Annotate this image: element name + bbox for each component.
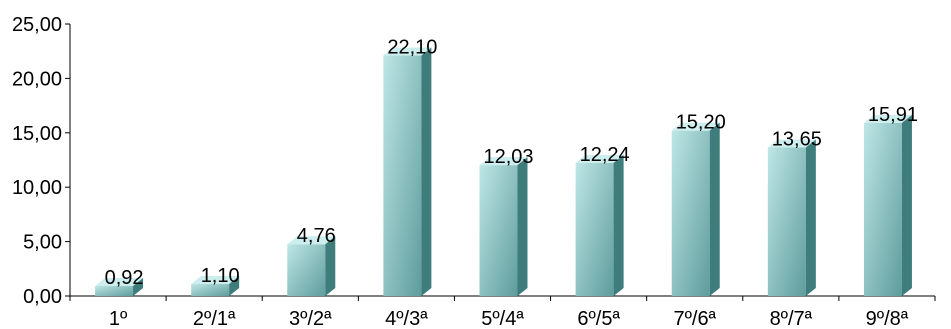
data-label: 13,65 [772,128,822,150]
bar [767,139,816,296]
bar-side [901,114,912,296]
bar-top [863,114,912,123]
bar [95,277,144,296]
bar-top [95,277,144,286]
bar-front [191,284,230,296]
bar-top [575,154,624,163]
bar [287,236,336,296]
y-tick-label: 15,00 [12,123,62,145]
x-tick-label: 1º [109,308,128,329]
bar-front [95,285,134,296]
bar-front [479,165,518,296]
x-tick-label: 7º/6ª [673,308,716,329]
bar-front [575,162,614,296]
bar-side [517,157,528,296]
bar [671,122,720,297]
data-label: 1,10 [201,265,240,287]
x-tick-label: 2º/1ª [193,308,236,329]
bar-top [479,157,528,166]
bar-side [229,276,240,296]
x-tick-label: 5º/4ª [481,308,524,329]
data-label: 12,24 [580,144,630,166]
bar [863,114,912,296]
bar [191,276,240,296]
bar-top [767,139,816,148]
data-label: 12,03 [483,146,533,168]
bar-top [671,122,720,131]
data-label: 15,91 [868,104,918,126]
x-tick-label: 4º/3ª [385,308,428,329]
y-tick-label: 20,00 [12,68,62,90]
data-label: 15,20 [676,112,726,134]
bar [479,157,528,296]
bar-top [287,236,336,245]
bar-side [133,277,144,296]
y-axis-ticks: 0,00 5,00 10,00 15,00 20,00 25,00 [12,14,70,308]
bar-front [383,55,422,296]
bar [383,47,432,296]
bar-front [767,147,806,296]
bar-side [613,154,624,296]
x-tick-label: 3º/2ª [289,308,332,329]
bar-side [709,122,720,297]
x-tick-label: 6º/5ª [577,308,620,329]
data-label: 0,92 [105,267,144,289]
bar-front [287,244,326,296]
data-label: 4,76 [297,225,336,247]
bar-top [383,47,432,56]
x-tick-label: 8º/7ª [770,308,813,329]
bar-side [325,236,336,296]
bar [575,154,624,296]
data-label: 22,10 [387,37,437,59]
x-tick-label: 9º/8ª [866,308,909,329]
bar-side [421,47,432,296]
bars [95,47,912,297]
y-tick-label: 0,00 [23,286,62,308]
bar-side [805,139,816,296]
x-axis-ticks: 1º 2º/1ª 3º/2ª 4º/3ª 5º/4ª 6º/5ª 7º/6ª 8º/7ª 9º/… [69,296,936,329]
data-labels: 0,92 1,10 4,76 22,10 12,03 12,24 15,20 13,65 15,… [105,37,918,289]
y-tick-label: 25,00 [12,14,62,36]
y-tick-label: 10,00 [12,177,62,199]
bar-top [191,276,240,285]
bar-front [671,130,710,296]
bar-front [863,122,902,296]
y-tick-label: 5,00 [23,232,62,254]
